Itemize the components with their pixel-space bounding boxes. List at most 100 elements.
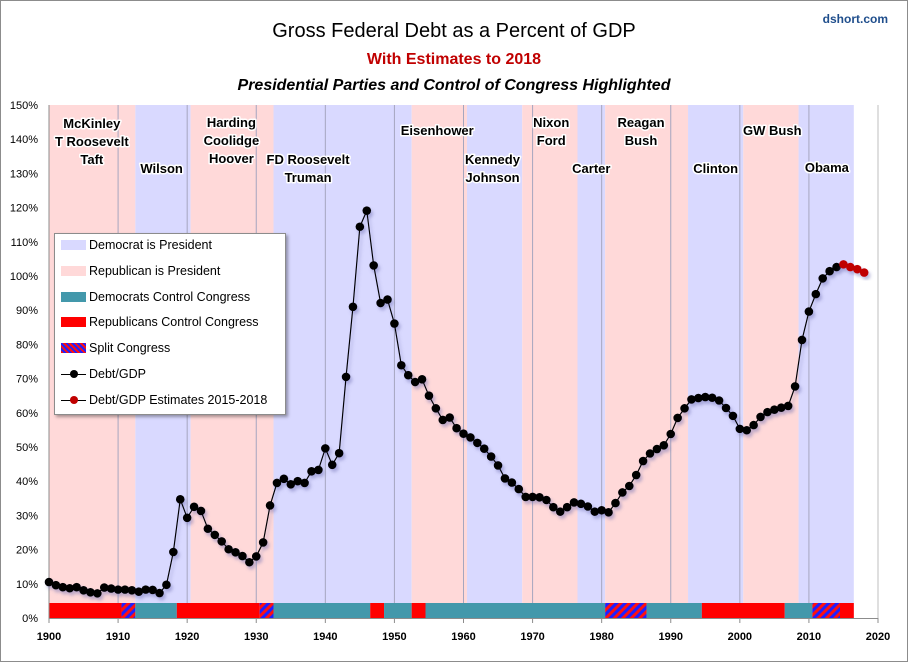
data-point (321, 444, 330, 453)
chart-subtitle: With Estimates to 2018 (366, 51, 542, 68)
data-point (825, 266, 834, 276)
legend-marker-icon (70, 395, 78, 404)
data-point (700, 392, 710, 402)
data-point (397, 360, 406, 370)
x-tick-label: 2010 (797, 631, 821, 643)
president-label-line: Truman (285, 170, 332, 185)
data-point (680, 404, 689, 413)
president-label-line: Coolidge (204, 133, 260, 148)
data-point (410, 377, 420, 387)
data-point (279, 474, 289, 484)
x-tick-label: 1930 (244, 631, 268, 643)
data-point (735, 424, 745, 434)
data-point (687, 395, 696, 404)
data-point (528, 492, 537, 502)
data-point (272, 478, 282, 488)
chart-subtitle-secondary: Presidential Parties and Control of Cong… (237, 77, 671, 94)
data-point (210, 530, 220, 540)
president-label-line: Hoover (209, 151, 254, 166)
data-point (452, 423, 461, 433)
data-point (334, 448, 344, 458)
congress-bar (49, 603, 854, 618)
data-point (666, 429, 676, 439)
data-point (265, 501, 275, 510)
legend-swatch (61, 317, 86, 328)
president-label-line: Kennedy (465, 152, 521, 167)
president-label-line: Obama (805, 160, 850, 175)
presidency-band-d (577, 105, 606, 618)
legend-item: Republicans Control Congress (61, 313, 259, 331)
data-point (341, 372, 351, 382)
data-point (231, 548, 240, 557)
data-point (549, 502, 558, 512)
data-point (314, 465, 323, 475)
presidency-band-d (798, 105, 854, 618)
data-point (348, 302, 358, 312)
congress-segment-s (605, 603, 647, 618)
brand-label: dshort.com (822, 12, 888, 26)
data-point (652, 444, 662, 454)
data-point (65, 583, 75, 593)
presidency-band-d (273, 105, 412, 618)
data-point (583, 502, 593, 511)
presidency-band-r (522, 105, 578, 618)
data-point (369, 261, 378, 270)
data-point (431, 404, 441, 413)
legend-item: Republican is President (61, 262, 220, 280)
y-tick-label: 90% (16, 305, 38, 317)
data-point (721, 403, 731, 413)
data-point (224, 544, 233, 554)
congress-segment-r (411, 603, 426, 618)
data-point (756, 412, 765, 422)
congress-segment-r (840, 603, 854, 618)
data-point (307, 466, 316, 476)
data-point (832, 262, 841, 272)
data-point (93, 589, 102, 598)
data-point (113, 585, 123, 594)
data-point (466, 433, 475, 442)
legend-label: Split Congress (89, 341, 171, 356)
data-point (162, 580, 171, 590)
data-point (714, 396, 724, 405)
data-point (417, 374, 427, 384)
president-label-line: GW Bush (743, 123, 802, 138)
data-point (659, 440, 669, 450)
chart-title: Gross Federal Debt as a Percent of GDP (272, 20, 636, 42)
data-point (300, 478, 309, 488)
president-label: Eisenhower (401, 123, 474, 138)
data-point (383, 295, 392, 304)
congress-segment-d (784, 603, 813, 618)
data-point (673, 413, 682, 423)
data-point (618, 488, 627, 497)
data-point (44, 577, 54, 587)
data-point (86, 588, 95, 597)
president-label-line: Taft (80, 152, 104, 167)
y-tick-label: 150% (10, 100, 38, 112)
legend-line-swatch (61, 369, 86, 379)
data-point (521, 492, 530, 502)
y-tick-label: 120% (10, 203, 38, 215)
data-point (148, 585, 157, 595)
data-point (631, 470, 641, 480)
y-tick-label: 20% (16, 545, 38, 557)
data-point (611, 498, 620, 508)
data-point (507, 478, 517, 487)
congress-segment-s (121, 603, 136, 618)
data-point (645, 449, 655, 458)
data-point (749, 420, 758, 430)
data-point (390, 319, 399, 328)
presidency-band-r (743, 105, 799, 618)
data-point (852, 264, 862, 274)
president-label: GW Bush (743, 123, 802, 138)
data-point (120, 585, 130, 594)
president-label: Reagan Bush (618, 115, 665, 148)
president-label-line: Harding (207, 115, 256, 130)
president-label: Wilson (140, 161, 183, 176)
legend-label: Debt/GDP (89, 367, 146, 381)
y-tick-label: 50% (16, 442, 38, 454)
data-point (106, 584, 116, 593)
data-point (445, 413, 454, 422)
data-point (859, 268, 869, 277)
president-label-line: McKinley (63, 116, 121, 131)
congress-segment-r (701, 603, 785, 618)
